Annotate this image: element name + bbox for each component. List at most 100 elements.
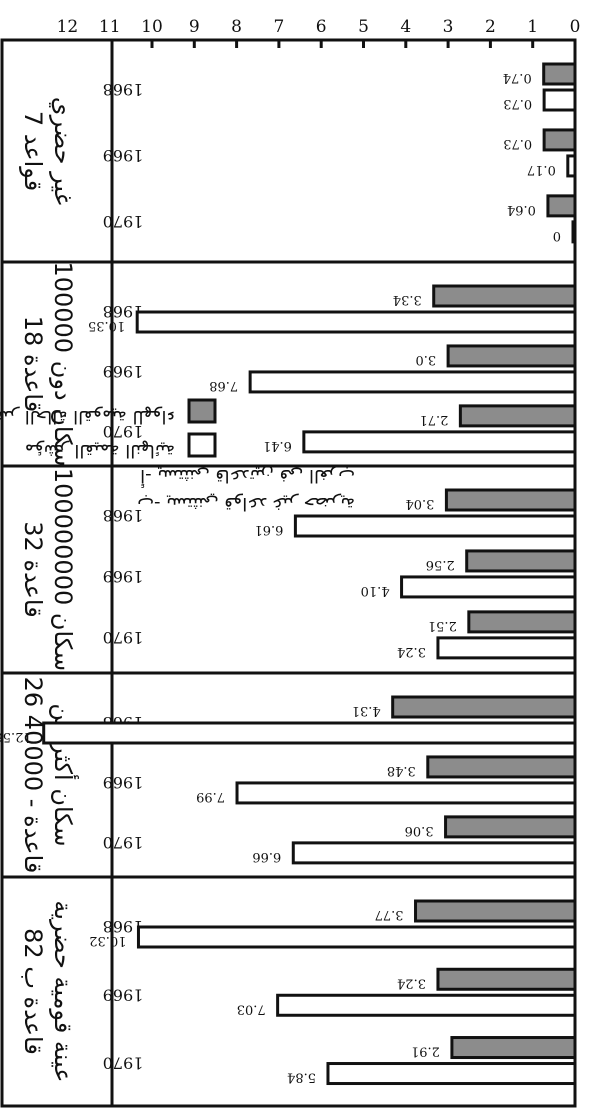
x-tick-label: 3 <box>443 17 454 37</box>
legend-swatch <box>187 398 217 424</box>
data-label: 5.84 <box>287 1070 316 1085</box>
data-label: 3.34 <box>393 292 422 307</box>
bar <box>450 1036 577 1060</box>
group-label-box <box>0 875 114 1108</box>
bar <box>444 815 577 839</box>
x-tick-label: 4 <box>400 17 411 37</box>
group-label-line1: غير حضري <box>49 97 77 205</box>
bar <box>542 128 577 152</box>
year-label: 1970 <box>103 833 144 852</box>
chart-note: أ- يستثني قاعدتين في الغرب <box>140 465 355 488</box>
bar <box>302 430 577 454</box>
x-tick-label: 7 <box>273 17 284 37</box>
legend-swatch <box>187 432 217 458</box>
data-label: 0.74 <box>503 70 532 85</box>
data-label: 2.51 <box>428 618 457 633</box>
bar <box>542 88 577 112</box>
bar <box>291 841 577 865</box>
data-label: 2.56 <box>426 557 455 572</box>
bar <box>446 344 577 368</box>
bar <box>426 755 577 779</box>
group-label-line2: 18 قاعدة <box>19 316 47 412</box>
x-tick-label: 0 <box>570 17 581 37</box>
data-label: 4.31 <box>352 703 381 718</box>
year-label: 1969 <box>103 567 144 586</box>
data-label: 0 <box>553 228 561 243</box>
bar <box>436 636 577 660</box>
year-label: 1969 <box>103 773 144 792</box>
x-tick-label: 12 <box>57 17 79 37</box>
year-label: 1969 <box>103 362 144 381</box>
bar <box>444 488 577 512</box>
year-label: 1970 <box>103 212 144 231</box>
x-tick-label: 10 <box>141 17 163 37</box>
year-label: 1969 <box>103 985 144 1004</box>
data-label: 12.56 <box>0 729 32 744</box>
bar <box>414 899 577 923</box>
data-label: 10.35 <box>88 318 125 333</box>
bar <box>436 967 577 991</box>
bar <box>566 154 577 178</box>
data-label: 3.24 <box>397 975 426 990</box>
data-label: 6.61 <box>254 522 283 537</box>
x-tick-label: 2 <box>485 17 496 37</box>
bar <box>391 695 577 719</box>
x-tick-label: 6 <box>316 17 327 37</box>
bar <box>42 721 577 745</box>
data-label: 0.64 <box>507 202 536 217</box>
x-tick-label: 5 <box>358 17 369 37</box>
group-label-line2: 82 قاعدة ب <box>19 928 47 1055</box>
x-tick-label: 1 <box>527 17 538 37</box>
bar <box>136 925 577 949</box>
data-label: 7.99 <box>196 789 225 804</box>
data-label: 4.10 <box>361 583 390 598</box>
year-label: 1970 <box>103 1054 144 1073</box>
data-label: 7.03 <box>237 1001 266 1016</box>
group-label-line1: سكان 100000000 <box>49 468 77 671</box>
bar <box>546 194 577 218</box>
chart-note: ب- يستثني قواعد غير حضرية <box>137 493 355 514</box>
year-label: 1968 <box>103 506 144 525</box>
year-label: 1968 <box>103 917 144 936</box>
bar <box>467 610 577 634</box>
data-label: 7.68 <box>209 378 238 393</box>
data-label: 0.73 <box>503 96 532 111</box>
data-label: 3.77 <box>375 907 404 922</box>
group-label-line1: سكان دون 100000 <box>49 261 77 466</box>
x-tick-label: 11 <box>99 17 121 37</box>
data-label: 2.71 <box>419 412 448 427</box>
bar <box>542 62 577 86</box>
bar <box>465 549 577 573</box>
bar <box>458 404 577 428</box>
bar <box>326 1062 577 1086</box>
bar <box>276 993 577 1017</box>
group-label-line2: 32 قاعدة <box>19 521 47 617</box>
data-label: 3.24 <box>397 644 426 659</box>
bar <box>432 284 577 308</box>
data-label: 6.66 <box>252 849 281 864</box>
data-label: 0.73 <box>503 136 532 151</box>
year-label: 1970 <box>103 628 144 647</box>
bar <box>235 781 577 805</box>
data-label: 2.91 <box>411 1044 440 1059</box>
year-label: 1970 <box>103 422 144 441</box>
bar <box>293 514 577 538</box>
group-label-line2: 7 قواعد <box>19 111 47 191</box>
data-label: 6.41 <box>263 438 292 453</box>
legend-label: مؤشر الحالة القومية للهواء <box>0 406 175 427</box>
data-label: 10.32 <box>89 933 126 948</box>
year-label: 1968 <box>103 80 144 99</box>
bar <box>400 575 577 599</box>
x-tick-label: 9 <box>189 17 200 37</box>
bar <box>571 220 577 244</box>
bar <box>135 310 577 334</box>
data-label: 3.0 <box>415 352 436 367</box>
x-tick-label: 8 <box>231 17 242 37</box>
year-label: 1969 <box>103 146 144 165</box>
group-label-line1: عينة قومية حضرية <box>49 900 77 1082</box>
year-label: 1968 <box>103 302 144 321</box>
bar <box>248 370 577 394</box>
